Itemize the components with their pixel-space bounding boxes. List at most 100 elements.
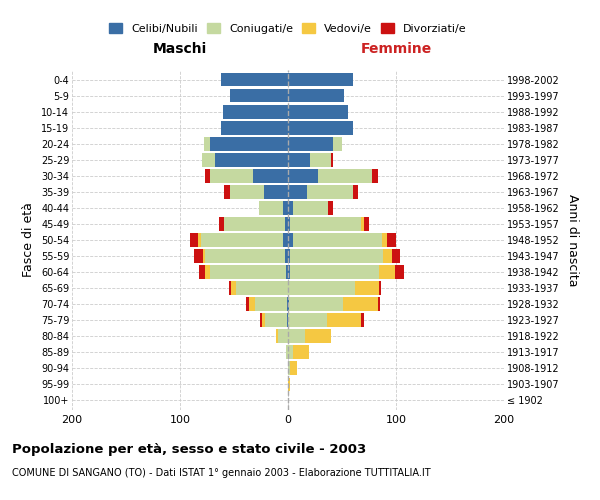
Bar xyxy=(383,249,392,263)
Bar xyxy=(288,282,355,295)
Bar xyxy=(203,249,205,263)
Bar xyxy=(372,169,377,182)
Bar xyxy=(288,153,310,166)
Bar xyxy=(276,330,278,343)
Bar xyxy=(288,89,344,102)
Bar xyxy=(290,249,383,263)
Bar xyxy=(307,185,353,198)
Bar xyxy=(204,137,210,150)
Legend: Celibi/Nubili, Coniugati/e, Vedovi/e, Divorziati/e: Celibi/Nubili, Coniugati/e, Vedovi/e, Di… xyxy=(107,21,469,36)
Bar xyxy=(210,137,288,150)
Bar xyxy=(236,282,288,295)
Bar xyxy=(229,282,231,295)
Bar xyxy=(288,378,290,391)
Bar xyxy=(288,346,293,359)
Bar xyxy=(355,282,379,295)
Bar xyxy=(288,185,307,198)
Bar xyxy=(288,217,290,231)
Bar xyxy=(379,282,381,295)
Bar xyxy=(382,233,388,247)
Bar xyxy=(223,105,288,118)
Bar xyxy=(288,137,334,150)
Bar xyxy=(221,73,288,86)
Bar xyxy=(288,73,353,86)
Bar xyxy=(230,185,264,198)
Bar xyxy=(219,217,224,231)
Bar xyxy=(265,314,287,327)
Bar xyxy=(288,201,293,214)
Bar xyxy=(286,266,288,279)
Text: COMUNE DI SANGANO (TO) - Dati ISTAT 1° gennaio 2003 - Elaborazione TUTTITALIA.IT: COMUNE DI SANGANO (TO) - Dati ISTAT 1° g… xyxy=(12,468,431,477)
Bar xyxy=(253,169,288,182)
Bar xyxy=(259,201,283,214)
Bar xyxy=(290,266,379,279)
Text: Femmine: Femmine xyxy=(361,42,431,56)
Bar xyxy=(287,298,288,311)
Bar xyxy=(221,121,288,134)
Bar xyxy=(310,153,331,166)
Bar xyxy=(293,201,328,214)
Bar xyxy=(249,298,254,311)
Bar xyxy=(260,314,262,327)
Bar xyxy=(215,153,288,166)
Bar xyxy=(283,201,288,214)
Bar xyxy=(246,298,249,311)
Bar xyxy=(290,362,296,375)
Bar xyxy=(230,89,288,102)
Bar xyxy=(293,346,308,359)
Bar xyxy=(288,314,327,327)
Bar xyxy=(199,233,200,247)
Bar xyxy=(288,105,349,118)
Bar xyxy=(379,266,395,279)
Bar xyxy=(231,282,236,295)
Bar xyxy=(353,185,358,198)
Bar xyxy=(288,169,318,182)
Y-axis label: Fasce di età: Fasce di età xyxy=(22,202,35,278)
Bar xyxy=(293,233,382,247)
Bar xyxy=(199,266,205,279)
Bar xyxy=(264,185,288,198)
Bar xyxy=(290,217,361,231)
Bar xyxy=(224,217,285,231)
Text: Maschi: Maschi xyxy=(153,42,207,56)
Bar xyxy=(392,249,400,263)
Bar xyxy=(361,314,364,327)
Bar xyxy=(224,185,230,198)
Bar xyxy=(278,330,288,343)
Bar xyxy=(283,233,288,247)
Bar xyxy=(202,153,215,166)
Bar xyxy=(200,233,283,247)
Bar xyxy=(395,266,404,279)
Bar xyxy=(289,298,343,311)
Bar xyxy=(194,249,203,263)
Y-axis label: Anni di nascita: Anni di nascita xyxy=(566,194,579,286)
Bar xyxy=(305,330,331,343)
Bar xyxy=(210,266,286,279)
Text: Popolazione per età, sesso e stato civile - 2003: Popolazione per età, sesso e stato civil… xyxy=(12,442,366,456)
Bar xyxy=(288,266,290,279)
Bar xyxy=(285,217,288,231)
Bar xyxy=(288,330,305,343)
Bar xyxy=(331,153,334,166)
Bar xyxy=(205,169,210,182)
Bar xyxy=(288,233,293,247)
Bar xyxy=(334,137,342,150)
Bar xyxy=(364,217,369,231)
Bar xyxy=(288,249,290,263)
Bar xyxy=(327,314,361,327)
Bar xyxy=(205,249,285,263)
Bar xyxy=(262,314,265,327)
Bar xyxy=(210,169,253,182)
Bar xyxy=(205,266,210,279)
Bar xyxy=(288,298,289,311)
Bar xyxy=(285,249,288,263)
Bar xyxy=(288,121,353,134)
Bar xyxy=(328,201,334,214)
Bar xyxy=(286,346,288,359)
Bar xyxy=(377,298,380,311)
Bar xyxy=(388,233,396,247)
Bar xyxy=(288,362,290,375)
Bar xyxy=(318,169,372,182)
Bar xyxy=(287,314,288,327)
Bar xyxy=(254,298,287,311)
